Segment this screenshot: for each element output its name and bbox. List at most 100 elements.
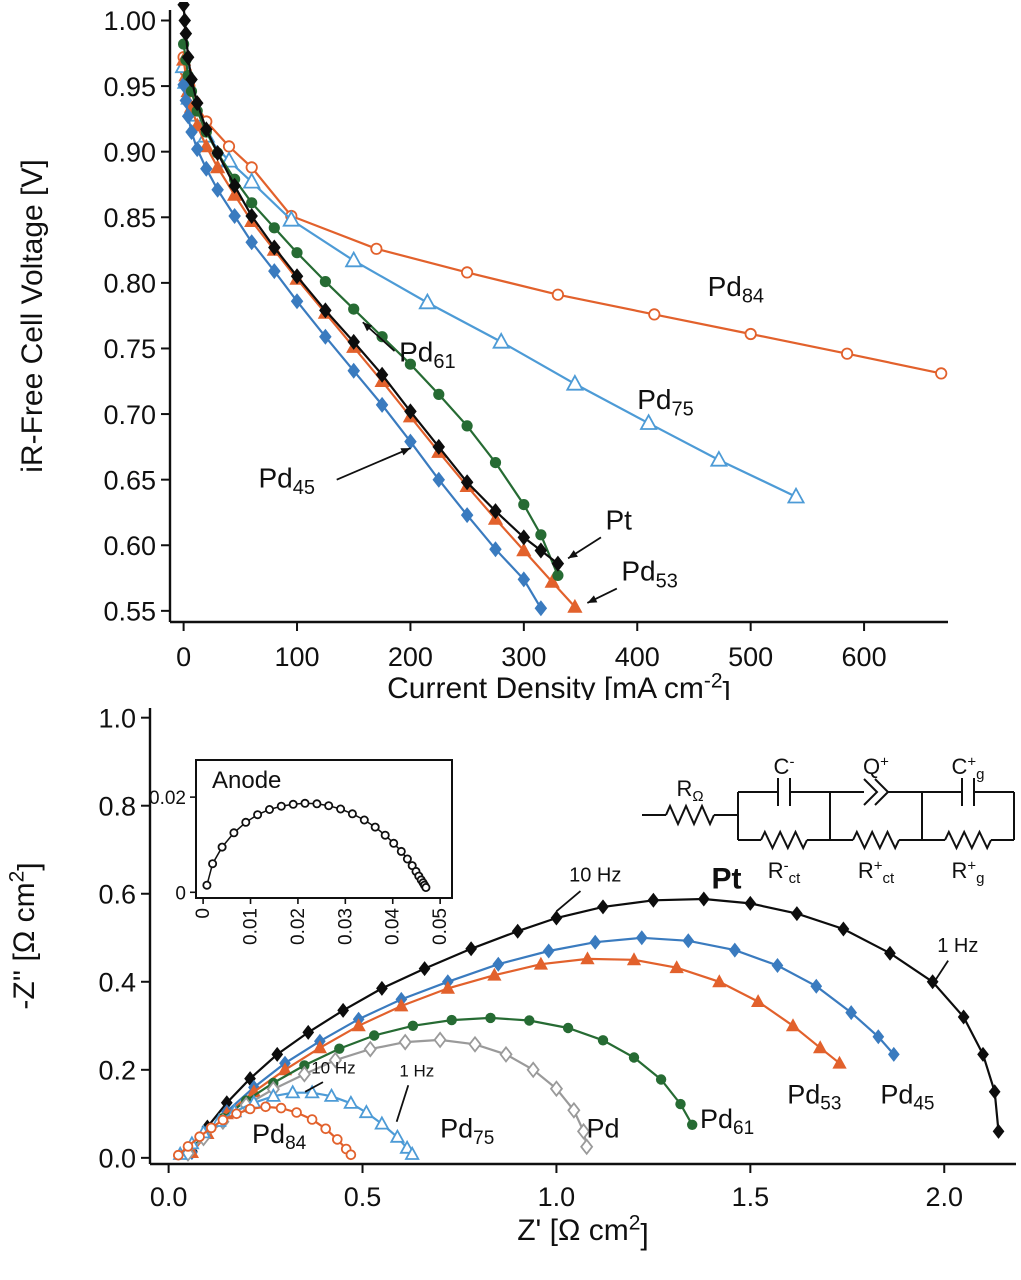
data-marker: [402, 854, 412, 864]
data-marker: [319, 328, 332, 345]
tick-labels: 0.0 0.5 1.0 1.5 2.0 0.0 0.2 0.4 0.6 0.8 1.0: [98, 703, 963, 1212]
data-marker: [597, 1035, 609, 1046]
y-tick-label: 1.0: [98, 703, 136, 733]
data-marker: [245, 234, 258, 251]
annotation-label-pd45: Pd45: [258, 447, 411, 499]
data-marker: [347, 333, 360, 350]
data-marker: [181, 49, 195, 66]
data-marker: [404, 433, 417, 450]
data-marker: [492, 332, 511, 349]
data-marker: [567, 1101, 581, 1119]
data-marker: [810, 978, 823, 994]
arrow-head: [362, 322, 373, 332]
annotation-text: 10 Hz: [569, 864, 621, 886]
data-marker: [517, 571, 531, 588]
data-marker: [276, 801, 286, 811]
data-marker: [358, 1104, 375, 1119]
y-tick-label: 0.55: [103, 597, 156, 627]
data-marker: [460, 266, 474, 279]
data-marker: [562, 1022, 574, 1034]
annotation-label-pd61: Pd61: [700, 1104, 754, 1139]
x-tick-label: 300: [501, 642, 546, 672]
data-marker: [297, 1065, 311, 1083]
data-marker: [516, 542, 532, 557]
data-marker: [744, 327, 757, 341]
data-marker: [489, 503, 502, 520]
data-marker: [241, 817, 251, 827]
y-tick-label: 0.85: [103, 203, 156, 233]
data-marker: [682, 933, 695, 949]
arrow-head: [568, 550, 578, 559]
x-tick-label: 1.0: [538, 1182, 576, 1212]
data-marker: [432, 438, 445, 455]
annotation-label-pd53: Pd53: [787, 1079, 841, 1114]
data-marker: [260, 1101, 271, 1113]
x-tick-label: 100: [274, 642, 319, 672]
data-marker: [345, 1149, 357, 1161]
data-marker: [337, 1002, 349, 1018]
annotation-text: Pd75: [637, 384, 694, 421]
data-marker: [771, 958, 784, 973]
pointer-line: [304, 1081, 324, 1093]
cpe-symbol: [863, 778, 879, 806]
annotation-label-pd75: Pd75: [440, 1114, 494, 1149]
annotation-label-pd45: Pd45: [880, 1079, 934, 1114]
data-marker: [511, 923, 524, 939]
data-marker: [394, 998, 409, 1012]
data-marker: [675, 1098, 686, 1110]
inset-x-tick-label: 0.03: [335, 908, 356, 945]
data-marker: [840, 347, 854, 360]
axes: [148, 708, 1016, 1166]
circuit-element-label: R+ct: [858, 858, 895, 887]
x-tick-label: 500: [728, 642, 773, 672]
annotation-label-pd84: Pd84: [708, 271, 765, 308]
inset-x-tick-label: 0: [193, 908, 214, 919]
data-marker: [988, 1084, 1001, 1100]
data-marker: [926, 974, 939, 990]
data-marker: [370, 242, 383, 255]
data-marker: [222, 140, 236, 153]
data-marker: [580, 1138, 594, 1156]
data-marker: [407, 1020, 419, 1031]
data-marker: [217, 1114, 229, 1126]
data-marker: [785, 1018, 801, 1032]
data-marker: [194, 1131, 205, 1143]
data-marker: [211, 145, 224, 161]
inset-y-tick-label: 0: [175, 883, 186, 904]
data-marker: [550, 910, 563, 926]
y-tick-label: 0.60: [103, 531, 156, 561]
data-marker: [299, 1060, 310, 1071]
annotation-text: Pd61: [700, 1104, 754, 1139]
data-marker: [786, 486, 806, 504]
data-marker: [282, 210, 301, 227]
series-pt: [177, 2, 565, 572]
annotation-label-pd75: Pd75: [637, 384, 694, 421]
data-marker: [210, 159, 226, 174]
anode-inset: 0 0.01 0.02 0.03 0.04 0.05 0 0.02 Anode: [149, 759, 453, 945]
inset-x-tick-label: 0.01: [241, 908, 262, 945]
y-tick-label: 0.6: [98, 879, 136, 909]
data-marker: [200, 121, 213, 138]
y-tick-label: 0.4: [98, 967, 136, 997]
data-marker: [888, 1046, 900, 1062]
series-line: [182, 43, 559, 576]
data-marker: [421, 882, 431, 892]
data-marker: [375, 366, 389, 383]
data-marker: [489, 457, 502, 469]
annotation-text: Pd84: [708, 271, 765, 308]
data-marker: [191, 95, 204, 112]
circuit-element-label: RΩ: [676, 776, 703, 805]
resistor-symbol: [760, 829, 808, 851]
resistor-symbol: [944, 829, 992, 851]
annotation-freq-1hz-pt: 1 Hz: [934, 935, 978, 981]
series-line: [182, 66, 797, 498]
data-marker: [534, 542, 548, 559]
data-marker: [432, 471, 445, 488]
data-marker: [535, 529, 547, 541]
y-tick-label: 1.00: [103, 6, 156, 36]
data-marker: [565, 374, 585, 391]
data-marker: [499, 1045, 513, 1063]
y-tick-label: 0.8: [98, 791, 136, 821]
data-marker: [404, 403, 417, 420]
